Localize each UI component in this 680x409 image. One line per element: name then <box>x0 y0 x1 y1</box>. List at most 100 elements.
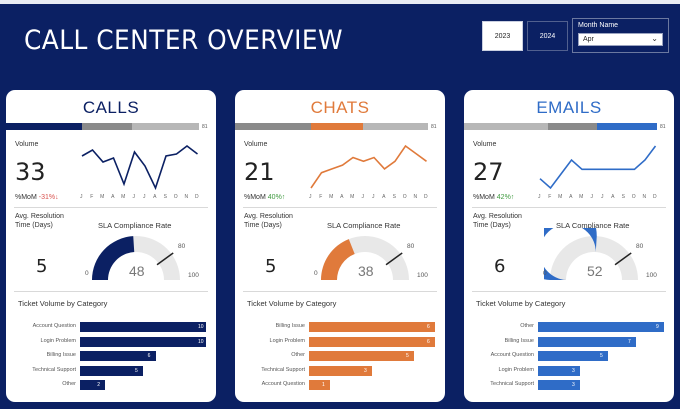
year-2023-button[interactable]: 2023 <box>482 21 523 51</box>
progress-bar <box>6 123 199 130</box>
card-title: CHATS <box>310 98 370 117</box>
gauge-fill <box>321 239 355 280</box>
month-select[interactable]: Apr ⌄ <box>578 33 663 46</box>
resolution-value: 5 <box>265 256 277 277</box>
ticket-value: 1 <box>322 382 325 388</box>
month-tick: M <box>350 194 355 200</box>
divider <box>472 291 666 292</box>
gauge-target-marker <box>156 252 174 266</box>
ticket-bar <box>538 336 636 347</box>
gauge-target-marker <box>614 252 632 266</box>
gauge-fill <box>92 236 135 280</box>
volume-value: 21 <box>244 158 275 186</box>
progress-value: 81 <box>660 124 666 130</box>
chevron-down-icon[interactable]: ⌄ <box>651 34 658 43</box>
progress-value: 81 <box>431 124 437 130</box>
resolution-value: 5 <box>36 256 48 277</box>
gauge-target-marker <box>385 252 403 266</box>
month-tick: J <box>143 194 146 200</box>
ticket-bar <box>538 322 664 332</box>
ticket-category: Other <box>291 352 305 358</box>
sla-min: 0 <box>314 270 318 277</box>
month-tick: M <box>121 194 126 200</box>
card-calls: CALLS 81 Volume 33 %MoM -31%↓ J F M A M J J A S O N D Avg.… <box>6 90 216 402</box>
month-tick: A <box>111 194 115 200</box>
ticket-bar <box>538 365 580 376</box>
month-select-value: Apr <box>583 36 594 43</box>
resolution-label: Avg. Resolution Time (Days) <box>473 213 522 229</box>
sla-target: 80 <box>636 243 644 250</box>
ticket-category: Login Problem <box>40 337 76 344</box>
month-tick: F <box>548 194 552 200</box>
ticket-bar-row: Other 2 <box>6 380 216 390</box>
ticket-bar-row: Account Question 1 <box>235 380 445 390</box>
progress-segment <box>132 123 199 130</box>
ticket-bar <box>80 336 206 347</box>
month-tick: O <box>173 194 178 200</box>
year-2024-button[interactable]: 2024 <box>527 21 568 51</box>
month-tick: A <box>382 194 386 200</box>
month-tick: M <box>579 194 584 200</box>
month-tick: J <box>132 194 136 200</box>
ticket-category: Other <box>62 381 76 387</box>
mom-indicator: %MoM -31%↓ <box>15 194 59 201</box>
ticket-category: Technical Support <box>261 366 305 373</box>
progress-segment <box>82 123 132 130</box>
ticket-category: Other <box>520 323 534 329</box>
card-chats: CHATS 81 Volume 21 %MoM 40%↑ J F M A M J J A S O N D Avg. … <box>235 90 445 402</box>
card-title: EMAILS <box>536 98 602 117</box>
volume-value: 33 <box>15 158 46 186</box>
page-title: CALL CENTER OVERVIEW <box>24 25 344 56</box>
progress-segment <box>6 123 82 130</box>
ticket-value: 6 <box>427 324 430 330</box>
ticket-bar-row: Billing Issue 6 <box>6 351 216 361</box>
card-title: CALLS <box>82 98 140 117</box>
ticket-bar-row: Billing Issue 7 <box>464 336 674 347</box>
ticket-bar <box>309 351 414 361</box>
ticket-value: 9 <box>656 324 659 330</box>
ticket-section-title: Ticket Volume by Category <box>247 299 337 308</box>
card-emails: EMAILS 81 Volume 27 %MoM 42%↑ J F M A M J J A S O N D Avg.… <box>464 90 674 402</box>
ticket-bar <box>538 380 580 390</box>
ticket-category: Login Problem <box>498 366 534 373</box>
volume-sparkline <box>539 145 657 190</box>
divider <box>472 207 666 208</box>
resolution-label: Avg. Resolution Time (Days) <box>15 213 64 229</box>
month-tick: J <box>538 194 541 200</box>
ticket-bar <box>80 322 206 332</box>
volume-sparkline <box>81 144 198 191</box>
month-tick: A <box>569 194 573 200</box>
ticket-value: 3 <box>572 367 575 374</box>
sparkline-series <box>310 144 427 189</box>
progress-segment <box>548 123 597 130</box>
mom-indicator: %MoM 42%↑ <box>473 194 514 201</box>
ticket-bar <box>309 365 372 376</box>
sla-label: SLA Compliance Rate <box>556 221 630 230</box>
month-tick: M <box>100 194 105 200</box>
sparkline-series <box>539 145 657 190</box>
ticket-bar <box>309 380 330 390</box>
mom-label: %MoM <box>473 194 495 201</box>
ticket-category: Technical Support <box>490 381 534 387</box>
sla-max: 100 <box>417 272 428 279</box>
progress-segment <box>597 123 657 130</box>
ticket-bar-row: Login Problem 6 <box>235 336 445 347</box>
sla-target: 80 <box>178 243 186 250</box>
month-tick: F <box>90 194 94 200</box>
sla-value: 48 <box>129 263 145 279</box>
ticket-bar <box>80 351 156 361</box>
month-tick: D <box>423 194 428 200</box>
month-tick: N <box>642 194 647 200</box>
gauge-track <box>550 236 638 280</box>
ticket-value: 6 <box>147 353 151 359</box>
sla-min: 0 <box>543 270 547 277</box>
ticket-category: Billing Issue <box>275 323 305 329</box>
top-border <box>0 0 680 4</box>
ticket-bar-row: Login Problem 10 <box>6 336 216 347</box>
month-tick: J <box>601 194 604 200</box>
divider <box>243 291 437 292</box>
ticket-bar-row: Technical Support 3 <box>464 380 674 390</box>
